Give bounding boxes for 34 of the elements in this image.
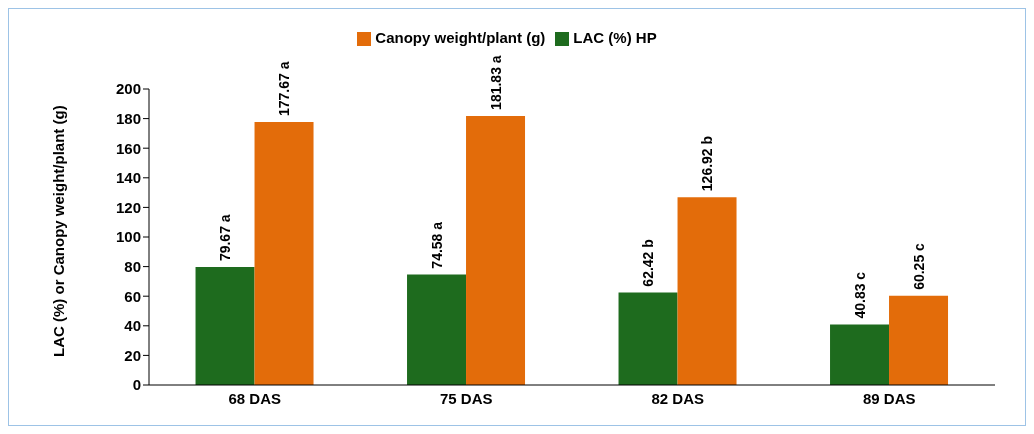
y-tick-label: 80: [124, 257, 141, 275]
legend-label: LAC (%) HP: [573, 29, 657, 46]
x-tick-label: 75 DAS: [439, 389, 493, 407]
data-label: 126.92 b: [699, 135, 716, 192]
bar: [677, 197, 737, 385]
data-label: 60.25 c: [910, 242, 927, 290]
y-tick-label: 120: [115, 198, 141, 216]
y-tick-label: 180: [115, 109, 141, 127]
data-label: 79.67 a: [217, 214, 234, 262]
y-tick-label: 20: [124, 346, 141, 364]
y-tick-label: 40: [124, 317, 141, 335]
y-tick-label: 140: [115, 169, 141, 187]
y-tick-label: 60: [124, 287, 141, 305]
data-label: 40.83 c: [851, 271, 868, 319]
data-label: 62.42 b: [640, 239, 657, 287]
legend-label: Canopy weight/plant (g): [375, 29, 546, 46]
x-tick-label: 68 DAS: [228, 389, 282, 407]
bar: [195, 267, 255, 385]
data-label: 177.67 a: [276, 61, 293, 117]
y-tick-label: 0: [132, 376, 141, 394]
bar: [889, 295, 949, 385]
bar: [830, 324, 890, 385]
data-label: 74.58 a: [428, 221, 445, 269]
bar: [466, 115, 526, 385]
y-tick-label: 160: [115, 139, 141, 157]
y-tick-label: 100: [115, 228, 141, 246]
bar: [407, 274, 467, 385]
bar: [618, 292, 678, 385]
y-tick-label: 200: [115, 80, 141, 98]
bar: [254, 122, 314, 385]
y-axis-title: LAC (%) or Canopy weight/plant (g): [50, 105, 68, 357]
x-tick-label: 89 DAS: [862, 389, 916, 407]
x-tick-label: 82 DAS: [651, 389, 705, 407]
data-label: 181.83 a: [487, 55, 504, 110]
